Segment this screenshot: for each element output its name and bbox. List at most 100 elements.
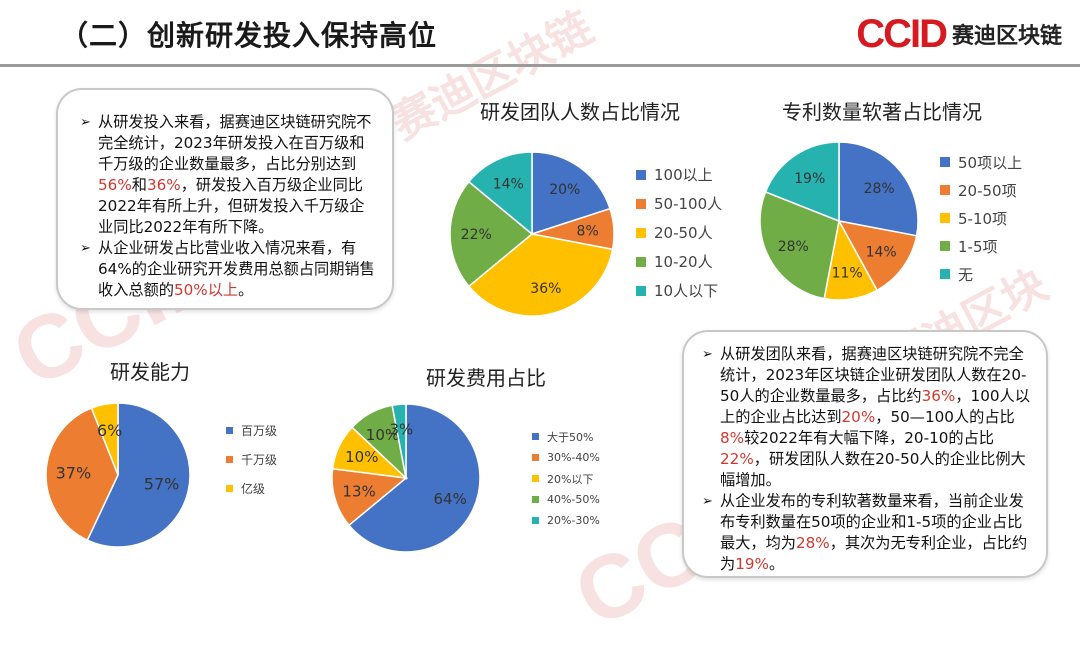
bullet-text: 从研发投入来看，据赛迪区块链研究院不完全统计，2023年研发投入在百万级和千万级…: [98, 113, 372, 173]
pie-slice: [331, 467, 408, 527]
legend-label: 10-20人: [654, 253, 713, 271]
slice-data-label: 14%: [866, 245, 897, 261]
legend-swatch: [532, 496, 539, 503]
legend-swatch: [636, 256, 646, 267]
highlight-value: 56%: [98, 176, 132, 194]
legend-label: 1-5项: [958, 237, 998, 256]
bullet-arrow-icon: ➢: [80, 115, 91, 130]
legend-swatch: [636, 198, 646, 209]
team-bullet: ➢ 从企业发布的专利软著数量来看，当前企业发布专利数量在50项的企业和1-5项的企…: [700, 491, 1034, 575]
pie-chart-team: 20% 8% 36% 22% 14%: [449, 151, 615, 317]
bullet-text: 较2022年有大幅下降，20-10的占比: [744, 429, 994, 447]
slice-data-label: 19%: [794, 171, 825, 187]
slice-data-label: 36%: [530, 281, 561, 297]
pie-slice: [86, 402, 191, 548]
legend-label: 千万级: [241, 453, 278, 467]
slice-data-label: 28%: [778, 239, 809, 255]
bullet-list: ➢ 从研发投入来看，据赛迪区块链研究院不完全统计，2023年研发投入在百万级和千万…: [78, 112, 378, 301]
slice-data-label: 10%: [345, 448, 378, 466]
pie-chart-cost: 64%13%10%10%3%: [331, 403, 481, 553]
pie-slice: [837, 219, 918, 292]
summary-box-team: ➢ 从研发团队来看，据赛迪区块链研究院不完全统计，2023年区块链企业研发团队人数…: [682, 330, 1048, 578]
bullet-arrow-icon: ➢: [80, 241, 91, 256]
legend-item: 1-5项: [940, 232, 1022, 260]
legend-item: 10人以下: [636, 276, 722, 305]
slice-data-label: 22%: [461, 227, 492, 243]
legend-label: 50-100人: [654, 195, 723, 213]
highlight-value: 8%: [720, 429, 745, 447]
slice-data-label: 64%: [434, 490, 467, 508]
legend-swatch: [636, 285, 646, 296]
bullet-text: 和: [131, 176, 147, 194]
legend-swatch: [532, 517, 539, 524]
legend-item: 20%-30%: [532, 510, 600, 531]
legend-label: 20%-30%: [547, 514, 600, 527]
legend-item: 30%-40%: [532, 447, 600, 468]
pie-slice: [531, 151, 611, 236]
legend-item: 亿级: [226, 474, 277, 503]
legend-label: 100以上: [654, 166, 713, 184]
bullet-text: ，研发投入百万级企业同比2022年有所上升，但研发投入千万级企业同比2022年有…: [98, 176, 365, 236]
pie-slice: [838, 141, 919, 237]
legend-label: 无: [958, 265, 974, 284]
bullet-text: ，研发团队人数在20-50人的企业比例大幅增加。: [720, 450, 1026, 489]
slice-data-label: 3%: [390, 420, 414, 438]
highlight-value: 22%: [720, 450, 754, 468]
legend-label: 20%以下: [547, 472, 594, 486]
legend-swatch: [940, 269, 950, 279]
legend-item: 50-100人: [636, 189, 722, 218]
legend-swatch: [532, 454, 539, 461]
chart-title-patent: 专利数量软著占比情况: [782, 100, 982, 124]
legend-swatch: [226, 485, 233, 492]
slice-data-label: 14%: [493, 177, 524, 193]
legend-label: 20-50项: [958, 181, 1017, 200]
slice-data-label: 20%: [549, 182, 580, 198]
pie-slice: [759, 190, 840, 300]
ccid-logo: CCID 赛迪区块链: [856, 12, 1062, 56]
legend-label: 40%-50%: [547, 493, 600, 506]
logo-ccid-text: CCID: [856, 11, 948, 56]
slice-data-label: 10%: [366, 426, 399, 444]
bullet-text: 。: [238, 281, 254, 299]
legend-cost: 大于50% 30%-40% 20%以下 40%-50% 20%-30%: [532, 426, 600, 531]
legend-label: 20-50人: [654, 224, 713, 242]
legend-swatch: [636, 227, 646, 238]
highlight-value: 36%: [921, 387, 956, 405]
page-title: （二）创新研发投入保持高位: [60, 19, 438, 52]
legend-item: 无: [940, 260, 1022, 288]
bullet-text: ，100人以上的企业占比达到: [720, 387, 1030, 426]
pie-slice: [764, 141, 840, 223]
chart-title-capacity: 研发能力: [110, 360, 190, 384]
legend-capacity: 百万级千万级亿级: [226, 416, 277, 503]
chart-title-cost: 研发费用占比: [426, 366, 546, 390]
pie-slice: [467, 151, 533, 236]
slice-data-label: 57%: [144, 475, 180, 494]
pie-slice: [449, 180, 534, 288]
slice-data-label: 6%: [97, 421, 122, 440]
slice-data-label: 11%: [832, 265, 863, 281]
pie-slice: [467, 233, 614, 317]
pie-slice: [45, 407, 119, 542]
pie-chart-patent: 28% 14%11% 28% 19%: [759, 141, 919, 301]
bullet-list: ➢ 从研发团队来看，据赛迪区块链研究院不完全统计，2023年区块链企业研发团队人数…: [700, 344, 1034, 575]
legend-label: 30%-40%: [547, 451, 600, 464]
legend-label: 50项以上: [958, 153, 1023, 172]
legend-swatch: [532, 475, 539, 482]
legend-swatch: [940, 241, 950, 251]
legend-item: 40%-50%: [532, 489, 600, 510]
legend-item: 10-20人: [636, 247, 722, 276]
bullet-arrow-icon: ➢: [702, 494, 713, 509]
legend-item: 百万级: [226, 416, 277, 445]
pie-slice: [347, 403, 481, 553]
legend-swatch: [940, 157, 950, 167]
slice-data-label: 8%: [577, 223, 599, 239]
legend-item: 5-10项: [940, 204, 1022, 232]
legend-item: 20-50项: [940, 176, 1022, 204]
legend-swatch: [226, 427, 233, 434]
highlight-value: 28%: [795, 534, 830, 552]
investment-bullet: ➢ 从企业研发占比营业收入情况来看，有64%的企业研究开发费用总额占同期销售收入总…: [78, 238, 378, 301]
legend-item: 100以上: [636, 160, 722, 189]
legend-swatch: [226, 456, 233, 463]
legend-patent: 50项以上 20-50项 5-10项 1-5项无: [940, 148, 1022, 288]
logo-name: 赛迪区块链: [951, 24, 1062, 49]
